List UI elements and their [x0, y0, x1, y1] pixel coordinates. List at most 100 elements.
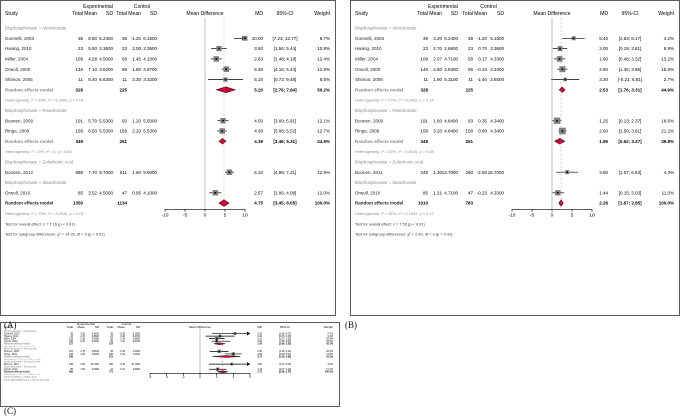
ctrl-total: 260 — [109, 363, 114, 366]
ctrl-sd: 6.1600 — [133, 332, 141, 335]
ci-value: [3.08; 5.52] — [274, 129, 297, 134]
study-name: Ringe, 2009 — [4, 353, 18, 356]
ctrl-sd: 4.3300 — [490, 67, 504, 72]
md-value: 2.53 — [599, 87, 608, 92]
exp-total: 191 — [69, 350, 74, 353]
header-md: MD — [255, 11, 263, 17]
header-md: MD — [257, 325, 262, 329]
study-name: Miller, 2004 — [5, 56, 29, 61]
exp-total: 158 — [69, 353, 74, 356]
weight-value: 8.7% — [320, 36, 330, 41]
study-name: Boonen, 2011 — [355, 170, 383, 175]
header-total: Total — [417, 11, 428, 17]
study-name: Hwang, 2010 — [355, 46, 382, 51]
exp-mean: 1.60 — [433, 118, 442, 123]
study-name: Boonen, 2009 — [5, 118, 34, 123]
exp-total: 328 — [75, 87, 83, 92]
md-value: 10.00 — [252, 36, 264, 41]
md-value: 2.26 — [599, 201, 608, 206]
exp-mean: 8.80 — [88, 36, 97, 41]
exp-sd: 3.0900 — [92, 368, 100, 371]
exp-total: 39 — [423, 36, 429, 41]
x-tick-label: -2 — [182, 375, 185, 379]
heterogeneity-text: Heterogeneity: I² = 41%, τ² = 0.3589, p … — [4, 373, 40, 376]
md-value: 4.00 — [257, 353, 262, 356]
weight-value: 17.2% — [326, 368, 334, 371]
exp-total: 158 — [420, 129, 428, 134]
ci-value: [1.59; 3.61] — [619, 129, 642, 134]
subgroup-diamond — [554, 138, 566, 145]
ctrl-mean: 0.40 — [120, 353, 125, 356]
ctrl-total: 95 — [110, 340, 113, 343]
x-tick-label: 2 — [216, 375, 218, 379]
study-name: Miller, 2004 — [4, 337, 17, 340]
md-value: 2.34 — [257, 343, 262, 346]
ci-value: [2.63; 8.17] — [619, 36, 642, 41]
pooled-label: Random effects model — [4, 343, 30, 346]
weight-value: 4.2% — [664, 36, 674, 41]
ctrl-mean: 0.17 — [478, 56, 487, 61]
header-sd: SD — [95, 325, 100, 329]
md-value: 1.25 — [599, 118, 608, 123]
ctrl-total: 23 — [468, 46, 474, 51]
exp-total: 23 — [70, 335, 73, 338]
ctrl-sd: 4.1000 — [143, 56, 157, 61]
md-value: 2.83 — [254, 56, 263, 61]
weight-value: 16.3% — [326, 350, 334, 353]
exp-total: 1010 — [418, 201, 429, 206]
md-value: 4.30 — [254, 129, 263, 134]
study-name: Shimon, 2005 — [355, 77, 383, 82]
weight-value: 44.9% — [661, 87, 674, 92]
study-point — [561, 130, 564, 132]
study-name: Orwoll, 2010 — [4, 368, 18, 371]
ctrl-sd: 6.1600 — [490, 36, 504, 41]
md-value: 5.30 — [254, 67, 263, 72]
ci-value: [1.76; 3.31] — [618, 87, 642, 92]
ctrl-sd: 15.7000 — [131, 363, 140, 366]
ctrl-sd: 15.7000 — [488, 170, 505, 175]
ci-value: [1.35; 3.85] — [619, 67, 642, 72]
ci-value: [0.72; 9.48] — [274, 77, 297, 82]
subgroup-diamond — [213, 342, 226, 345]
exp-total: 36 — [78, 36, 84, 41]
exp-total: 23 — [78, 46, 84, 51]
subgroup-diamond — [558, 86, 566, 94]
weight-value: 50.2% — [317, 87, 330, 92]
ctrl-mean: 3.30 — [132, 77, 141, 82]
exp-mean: 3.90 — [80, 332, 85, 335]
exp-sd: 3.6200 — [92, 340, 100, 343]
exp-mean: 1.82 — [80, 368, 85, 371]
x-tick-label: 10 — [589, 212, 595, 218]
x-tick-label: -6 — [149, 375, 152, 379]
study-name: Orwoll, 2010 — [5, 190, 31, 195]
exp-sd: 2.8600 — [92, 335, 100, 338]
panel-label-c: (C) — [4, 406, 16, 416]
ci-value: [1.66; 3.03] — [279, 343, 292, 346]
exp-mean: 4.20 — [433, 36, 442, 41]
md-value: 2.13 — [257, 368, 262, 371]
md-value: 4.75 — [254, 201, 263, 206]
ctrl-sd: 4.3400 — [490, 129, 504, 134]
md-value: 3.30 — [599, 77, 608, 82]
ctrl-total: 93 — [122, 118, 128, 123]
header-mean: Mean — [84, 11, 97, 17]
exp-sd: 4.8300 — [444, 67, 458, 72]
md-value: 5.10 — [254, 77, 263, 82]
header-mean-difference: Mean Difference — [189, 325, 211, 329]
weight-value: 12.7% — [317, 129, 330, 134]
study-point — [561, 68, 564, 70]
study-name: Gonnelli, 2003 — [5, 36, 35, 41]
header-study: Study — [4, 325, 12, 329]
exp-total: 248 — [69, 363, 74, 366]
ci-value: [0.65; 4.15] — [279, 335, 291, 338]
header-weight: Weight — [314, 11, 330, 17]
exp-total: 85 — [78, 190, 84, 195]
ctrl-sd: 6.1600 — [143, 36, 157, 41]
weight-value: 15.9% — [661, 67, 674, 72]
header-ci: 95%-CI — [280, 325, 290, 329]
study-name: Orwoll, 2010 — [355, 190, 381, 195]
subgroup-label: Bisphosphonate = Risedronate — [5, 108, 67, 113]
ctrl-sd: 5.5000 — [143, 118, 157, 123]
exp-mean: 2.70 — [80, 335, 85, 338]
